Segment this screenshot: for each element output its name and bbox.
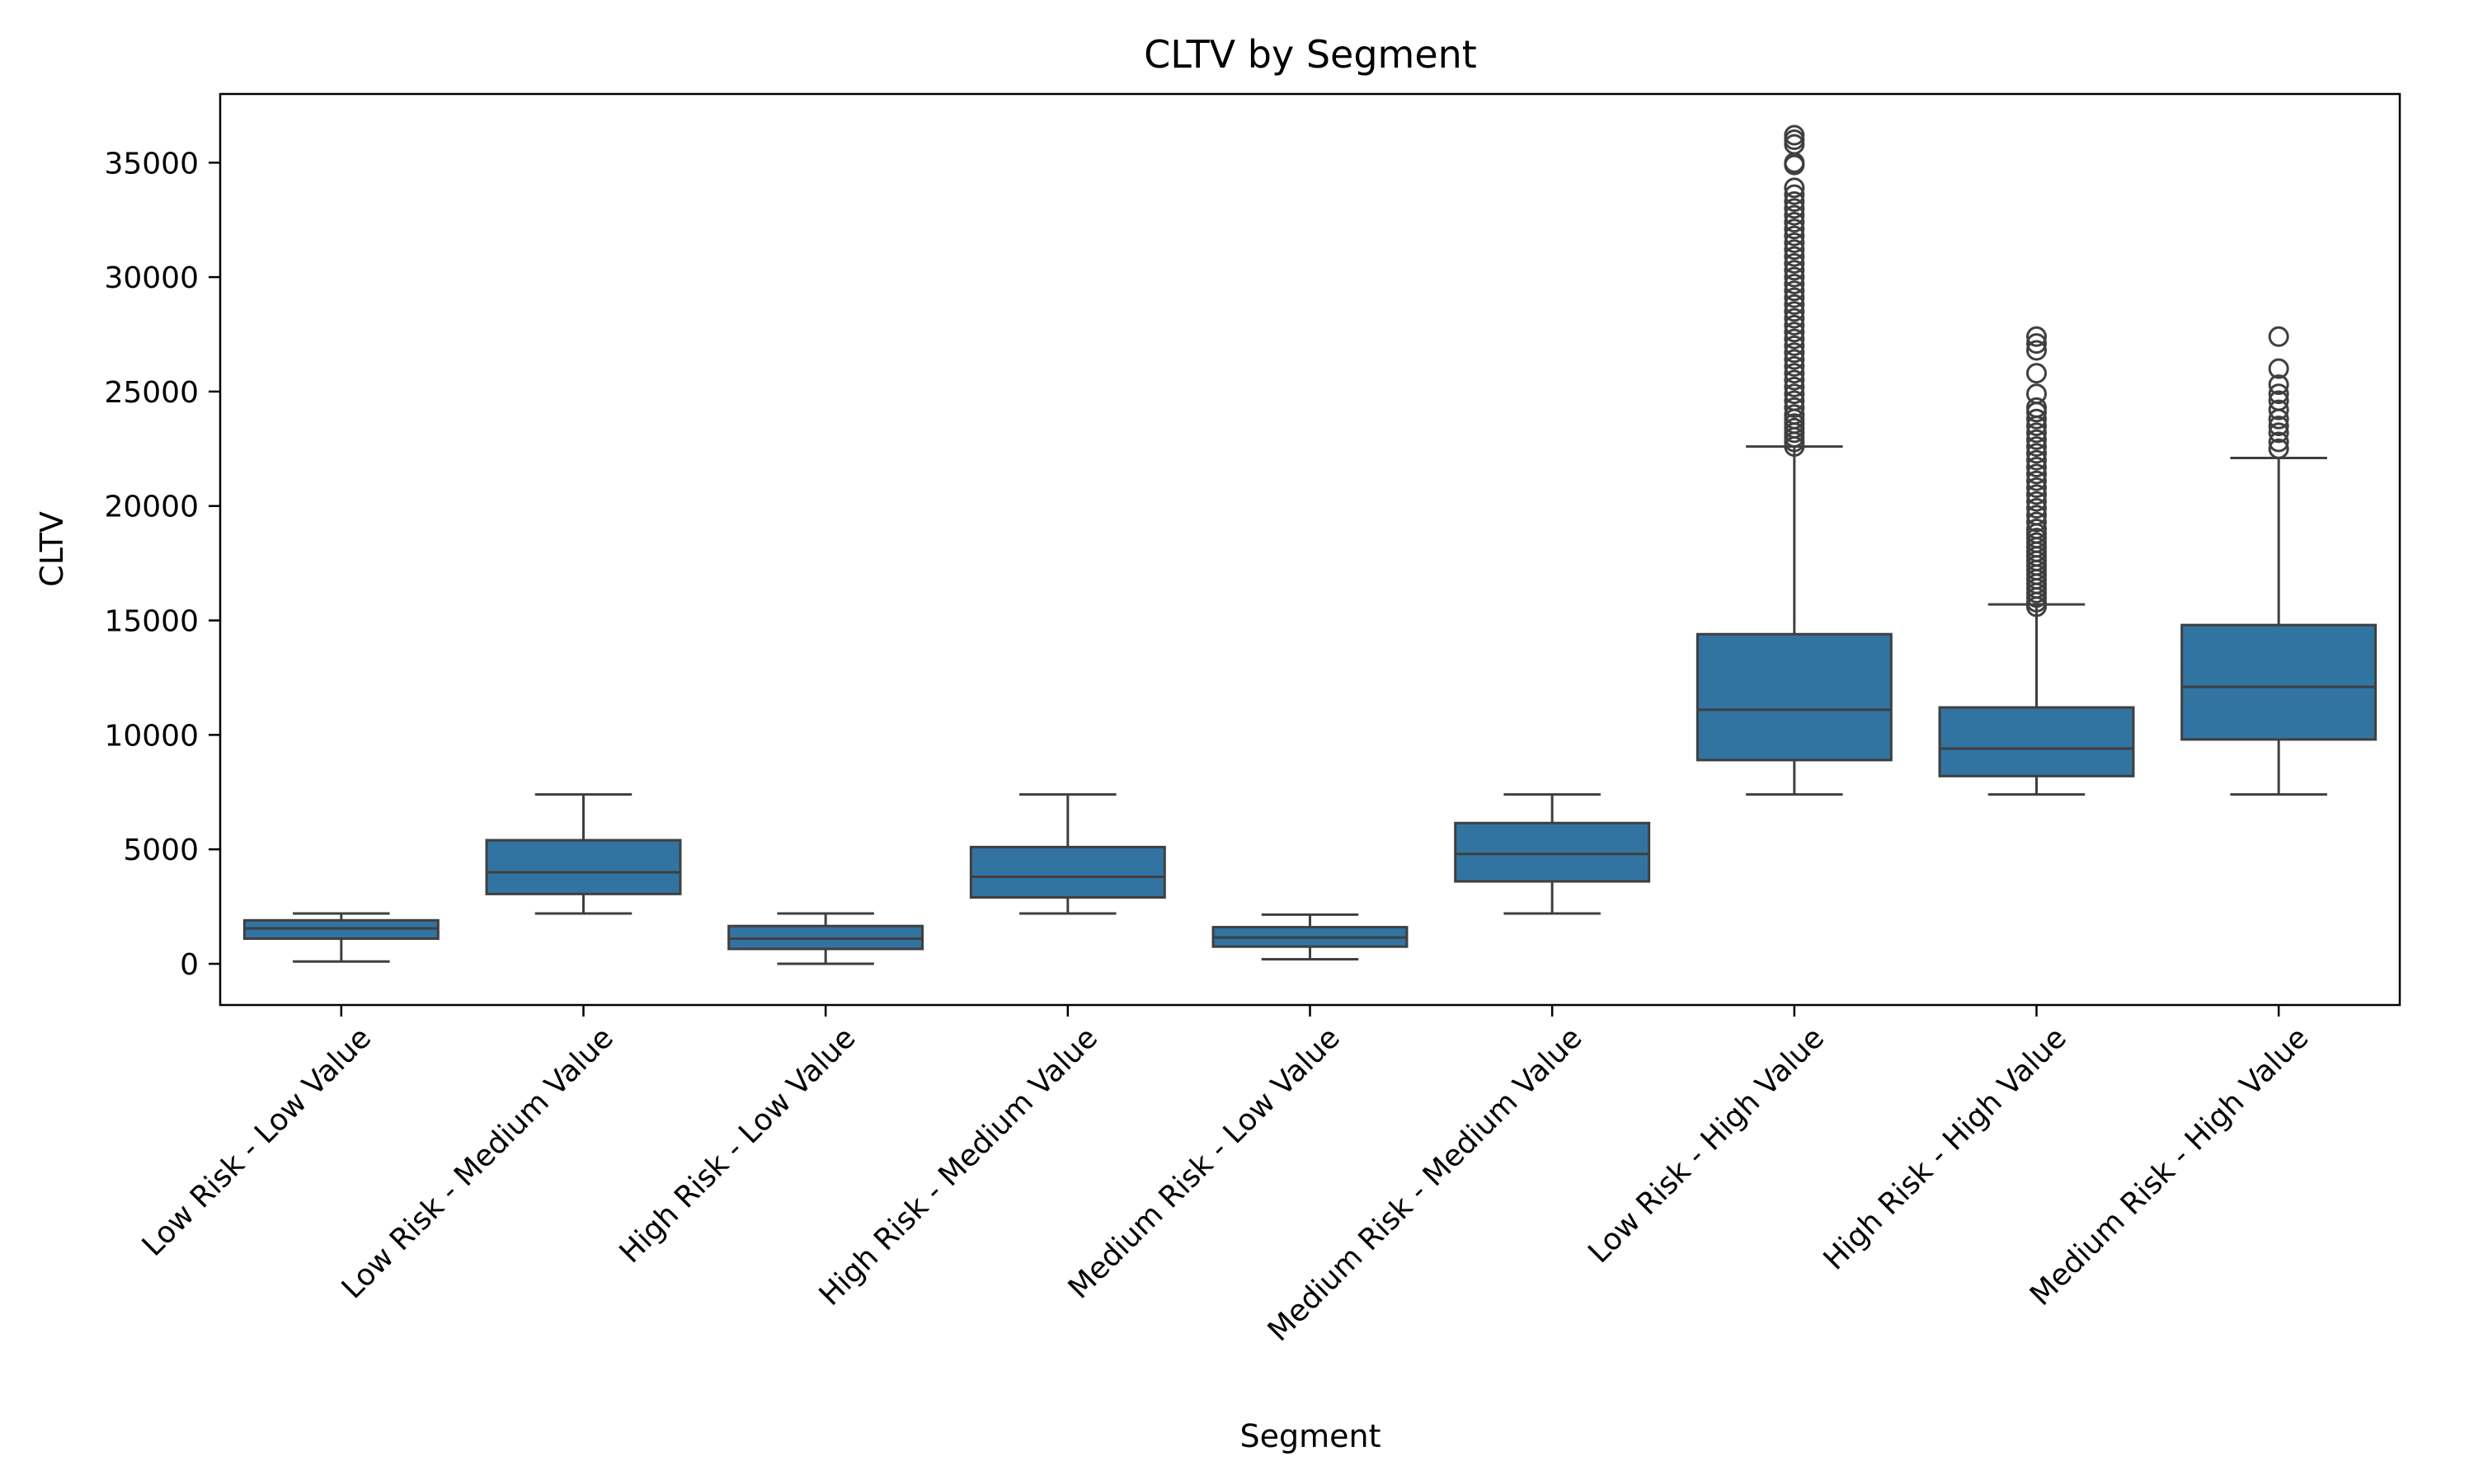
outlier-point (2026, 436, 2047, 458)
outlier-point (2026, 498, 2047, 519)
outlier-point (1784, 349, 1805, 370)
outlier-point (1784, 280, 1805, 302)
outlier-point (1784, 232, 1805, 253)
outlier-point (2268, 422, 2289, 444)
iqr-box (2180, 623, 2378, 741)
outlier-point (2026, 519, 2047, 540)
outlier-point (2268, 383, 2289, 405)
outlier-point (1784, 218, 1805, 240)
outlier-point (1784, 314, 1805, 336)
outlier-point (1784, 363, 1805, 384)
y-tick-label: 5000 (123, 834, 199, 867)
y-tick-label: 0 (180, 948, 199, 982)
y-tick-label: 10000 (104, 719, 199, 753)
outlier-point (1784, 184, 1805, 205)
outlier-point (2026, 422, 2047, 444)
outlier-point (1784, 129, 1805, 151)
outlier-point (1784, 301, 1805, 322)
outlier-point (1784, 376, 1805, 397)
x-tick-label: High Risk - Low Value (614, 1021, 863, 1270)
outlier-point (2026, 484, 2047, 505)
outlier-point (1784, 198, 1805, 219)
outlier-point (1784, 287, 1805, 308)
outlier-point (1784, 369, 1805, 391)
outlier-point (2026, 429, 2047, 450)
chart-title: CLTV by Segment (1144, 32, 1477, 77)
outlier-point (2268, 416, 2289, 437)
outlier-point (2268, 438, 2289, 459)
outlier-point (2026, 340, 2047, 361)
plot-area: 0 5000 10000 15000 20000 25000 30000 35000 Low R… (104, 92, 2401, 1348)
y-tick-label: 20000 (104, 491, 199, 524)
outlier-point (2268, 431, 2289, 453)
iqr-box (1938, 706, 2135, 777)
outlier-point (2026, 505, 2047, 526)
outlier-point (1784, 308, 1805, 329)
outlier-point (2026, 443, 2047, 464)
y-axis-label: CLTV (34, 511, 70, 587)
outlier-point (1784, 328, 1805, 350)
outlier-point (2026, 408, 2047, 430)
outlier-point (1784, 204, 1805, 226)
outlier-point (1784, 383, 1805, 405)
outlier-point (1784, 335, 1805, 356)
x-axis-label: Segment (1240, 1418, 1381, 1454)
outlier-point (2026, 511, 2047, 533)
outlier-point (1784, 397, 1805, 418)
y-tick-label: 30000 (104, 261, 199, 295)
y-tick-label: 35000 (104, 147, 199, 181)
outlier-point (2268, 358, 2289, 379)
outlier-point (2268, 374, 2289, 396)
outlier-point (2026, 470, 2047, 491)
outlier-point (2026, 477, 2047, 499)
x-tick-label: High Risk - Medium Value (813, 1021, 1105, 1313)
x-tick-label: High Risk - High Value (1818, 1021, 2073, 1276)
outlier-point (2026, 326, 2047, 347)
outlier-point (1784, 252, 1805, 274)
iqr-box (485, 838, 682, 895)
x-tick-label: Medium Risk - Low Value (1062, 1021, 1347, 1305)
iqr-box (969, 845, 1166, 899)
outlier-point (1784, 322, 1805, 343)
outlier-point (1784, 190, 1805, 212)
outlier-point (1784, 211, 1805, 232)
outlier-point (2026, 491, 2047, 512)
outlier-point (1784, 225, 1805, 247)
outlier-point (1784, 404, 1805, 425)
x-tick-label: Low Risk - High Value (1582, 1021, 1831, 1270)
outlier-point (1784, 342, 1805, 364)
y-tick-label: 15000 (104, 605, 199, 639)
outlier-point (2026, 333, 2047, 355)
x-tick-label: Low Risk - Low Value (136, 1021, 378, 1262)
outlier-point (2026, 383, 2047, 405)
x-tick-label: Medium Risk - High Value (2024, 1021, 2316, 1313)
outlier-point (2026, 457, 2047, 478)
outlier-point (1784, 246, 1805, 267)
outlier-point (1784, 239, 1805, 261)
outlier-point (2268, 390, 2289, 411)
outlier-point (1784, 260, 1805, 281)
outlier-point (2268, 399, 2289, 420)
outlier-point (1784, 124, 1805, 146)
outlier-point (1784, 273, 1805, 294)
outlier-point (1784, 390, 1805, 411)
outlier-point (1784, 294, 1805, 315)
outlier-point (1784, 266, 1805, 288)
x-tick-label: Low Risk - Medium Value (336, 1021, 620, 1305)
y-tick-label: 25000 (104, 376, 199, 410)
outlier-point (2026, 363, 2047, 384)
outlier-point (2268, 326, 2289, 347)
iqr-box (1696, 632, 1893, 762)
outlier-point (2026, 463, 2047, 485)
iqr-box (1454, 821, 1651, 883)
outlier-point (1784, 355, 1805, 377)
outlier-point (1784, 177, 1805, 199)
outlier-point (2026, 449, 2047, 471)
outlier-point (2026, 397, 2047, 418)
